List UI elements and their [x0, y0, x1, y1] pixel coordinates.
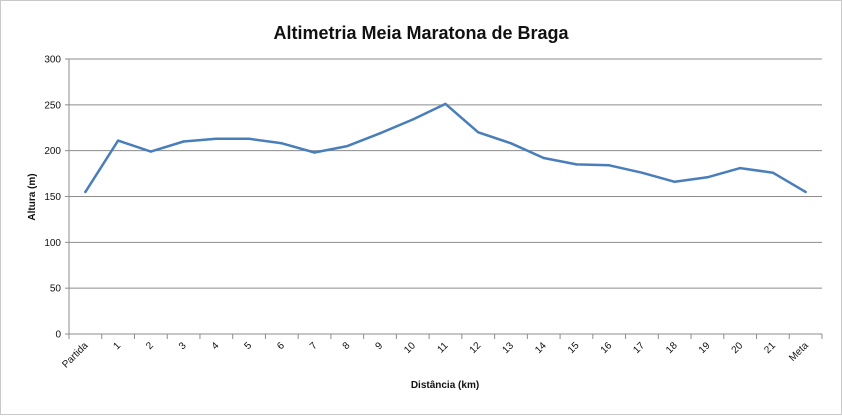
data-point: [215, 137, 218, 140]
y-tick-label: 200: [44, 146, 61, 157]
x-tick-label: 10: [402, 340, 418, 356]
y-tick-label: 250: [44, 100, 61, 111]
data-point: [477, 131, 480, 134]
x-axis-label: Distância (km): [411, 380, 479, 391]
data-point: [640, 171, 644, 174]
data-point: [182, 140, 185, 143]
x-tick-label: 5: [242, 340, 254, 352]
x-tick-label: 3: [177, 340, 189, 352]
chart-title: Altimetria Meia Maratona de Braga: [273, 23, 569, 43]
x-tick-label: 14: [533, 340, 549, 356]
x-tick-label: 19: [697, 340, 713, 356]
x-tick-label: 18: [664, 340, 680, 356]
y-tick-labels: 0 50 100 150 200 250 300: [44, 55, 61, 341]
x-tick-label: 11: [435, 340, 450, 355]
data-point: [575, 163, 578, 166]
data-point: [804, 190, 807, 194]
x-tick-label: 8: [341, 340, 353, 352]
x-tick-label: 16: [599, 340, 615, 356]
x-tick-label: 21: [762, 340, 778, 356]
y-tick-label: 50: [50, 284, 62, 295]
x-tick-label: 20: [730, 340, 746, 356]
data-point: [116, 139, 120, 142]
data-point: [444, 102, 447, 106]
x-tick-label: 12: [468, 340, 484, 356]
data-point: [84, 190, 87, 194]
y-tick-label: 100: [44, 238, 61, 249]
y-tick-label: 0: [55, 330, 61, 341]
x-tick-label: Partida: [60, 340, 90, 370]
axes: [65, 58, 823, 339]
x-tick-label: 15: [566, 340, 582, 356]
data-point: [738, 166, 742, 170]
data-point: [411, 118, 414, 121]
data-point: [247, 137, 251, 140]
data-point: [607, 164, 611, 167]
gridlines: [69, 58, 822, 289]
data-point: [509, 142, 513, 145]
x-tick-label: Meta: [787, 340, 811, 364]
x-tick-label: 7: [308, 340, 320, 352]
data-point: [378, 132, 382, 135]
data-point: [771, 171, 775, 174]
data-point: [706, 176, 709, 179]
y-axis-label: Altura (m): [27, 173, 38, 220]
data-point: [673, 180, 676, 184]
data-point: [346, 144, 349, 148]
y-tick-label: 150: [44, 192, 61, 203]
x-tick-label: 13: [500, 340, 516, 356]
x-tick-label: 1: [112, 340, 124, 352]
x-tick-label: 17: [631, 340, 647, 356]
y-tick-label: 300: [44, 55, 61, 66]
data-point: [149, 150, 153, 153]
x-tick-labels: Partida 1 2 3 4 5 6 7 8 9 10 11 12 13 14 15 16 17 18 19 20 21…: [60, 340, 811, 370]
x-tick-label: 4: [210, 340, 222, 352]
data-point: [280, 142, 284, 145]
x-tick-label: 6: [275, 340, 287, 352]
x-tick-label: 9: [373, 340, 385, 352]
data-point: [542, 156, 545, 160]
x-tick-label: 2: [144, 340, 156, 352]
series-line: [84, 102, 807, 194]
series-group: [84, 102, 807, 194]
data-point: [313, 151, 316, 154]
